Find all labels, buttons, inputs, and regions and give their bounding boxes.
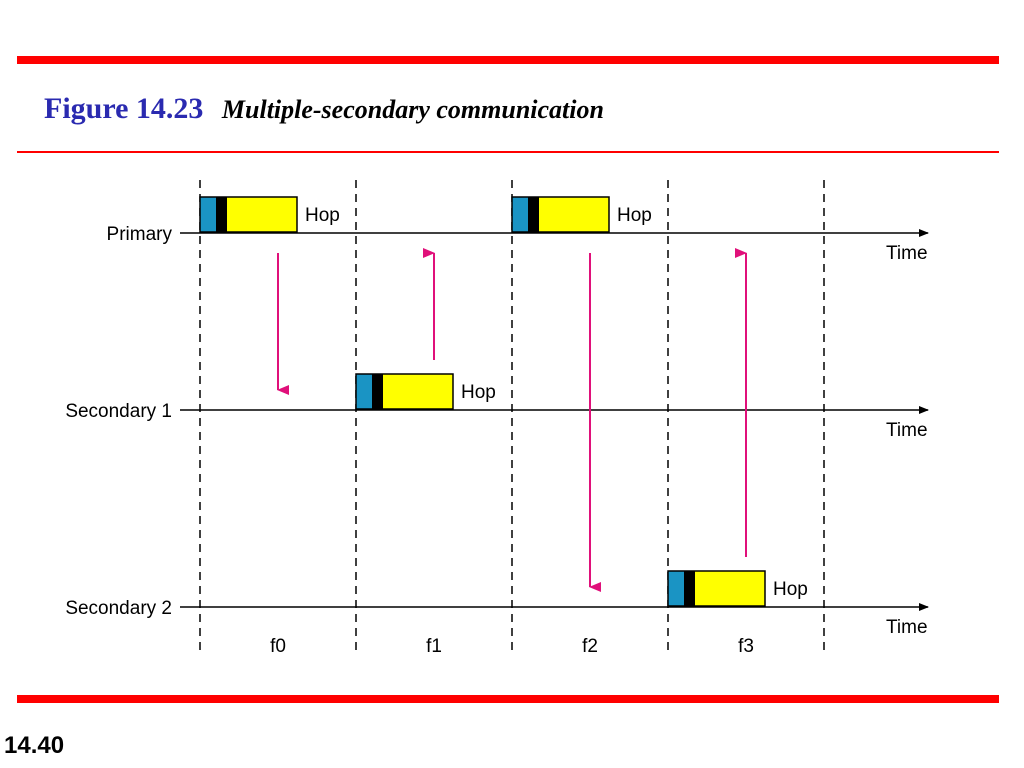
top-red-rule [17, 56, 999, 64]
primary-time-label: Time [886, 243, 928, 264]
frequency-label-f3: f3 [738, 636, 754, 657]
secondary-1-time-label: Time [886, 420, 928, 441]
packet-payload [227, 197, 297, 232]
slide-title: Figure 14.23 Multiple-secondary communic… [44, 92, 604, 126]
frequency-label-f0: f0 [270, 636, 286, 657]
packet-access-code [200, 197, 216, 232]
hop-label: Hop [305, 205, 340, 226]
secondary-2-time-label: Time [886, 617, 928, 638]
packet-f3: Hop [667, 570, 808, 607]
packet-f0: Hop [199, 196, 340, 233]
hop-label: Hop [461, 382, 496, 403]
bottom-red-rule [17, 695, 999, 703]
hop-label: Hop [617, 205, 652, 226]
packet-header [216, 197, 227, 232]
packet-access-code [668, 571, 684, 606]
secondary-1-label: Secondary 1 [65, 401, 172, 422]
packet-header [372, 374, 383, 409]
figure-number: Figure 14.23 [44, 92, 204, 125]
packet-border [199, 196, 298, 233]
secondary-2-label: Secondary 2 [65, 598, 172, 619]
packet-access-code [356, 374, 372, 409]
packet-border [511, 196, 610, 233]
figure-caption: Multiple-secondary communication [221, 95, 604, 124]
packet-payload [695, 571, 765, 606]
title-underline-rule [17, 151, 999, 153]
packet-border [667, 570, 766, 607]
packet-payload [539, 197, 609, 232]
packet-f2: Hop [511, 196, 652, 233]
packet-border [355, 373, 454, 410]
packet-access-code [512, 197, 528, 232]
primary-label: Primary [107, 224, 173, 245]
frequency-label-f1: f1 [426, 636, 442, 657]
packet-payload [383, 374, 453, 409]
frequency-label-f2: f2 [582, 636, 598, 657]
hop-label: Hop [773, 579, 808, 600]
packet-header [684, 571, 695, 606]
packet-header [528, 197, 539, 232]
packet-f1: Hop [355, 373, 496, 410]
page-number: 14.40 [4, 732, 65, 759]
